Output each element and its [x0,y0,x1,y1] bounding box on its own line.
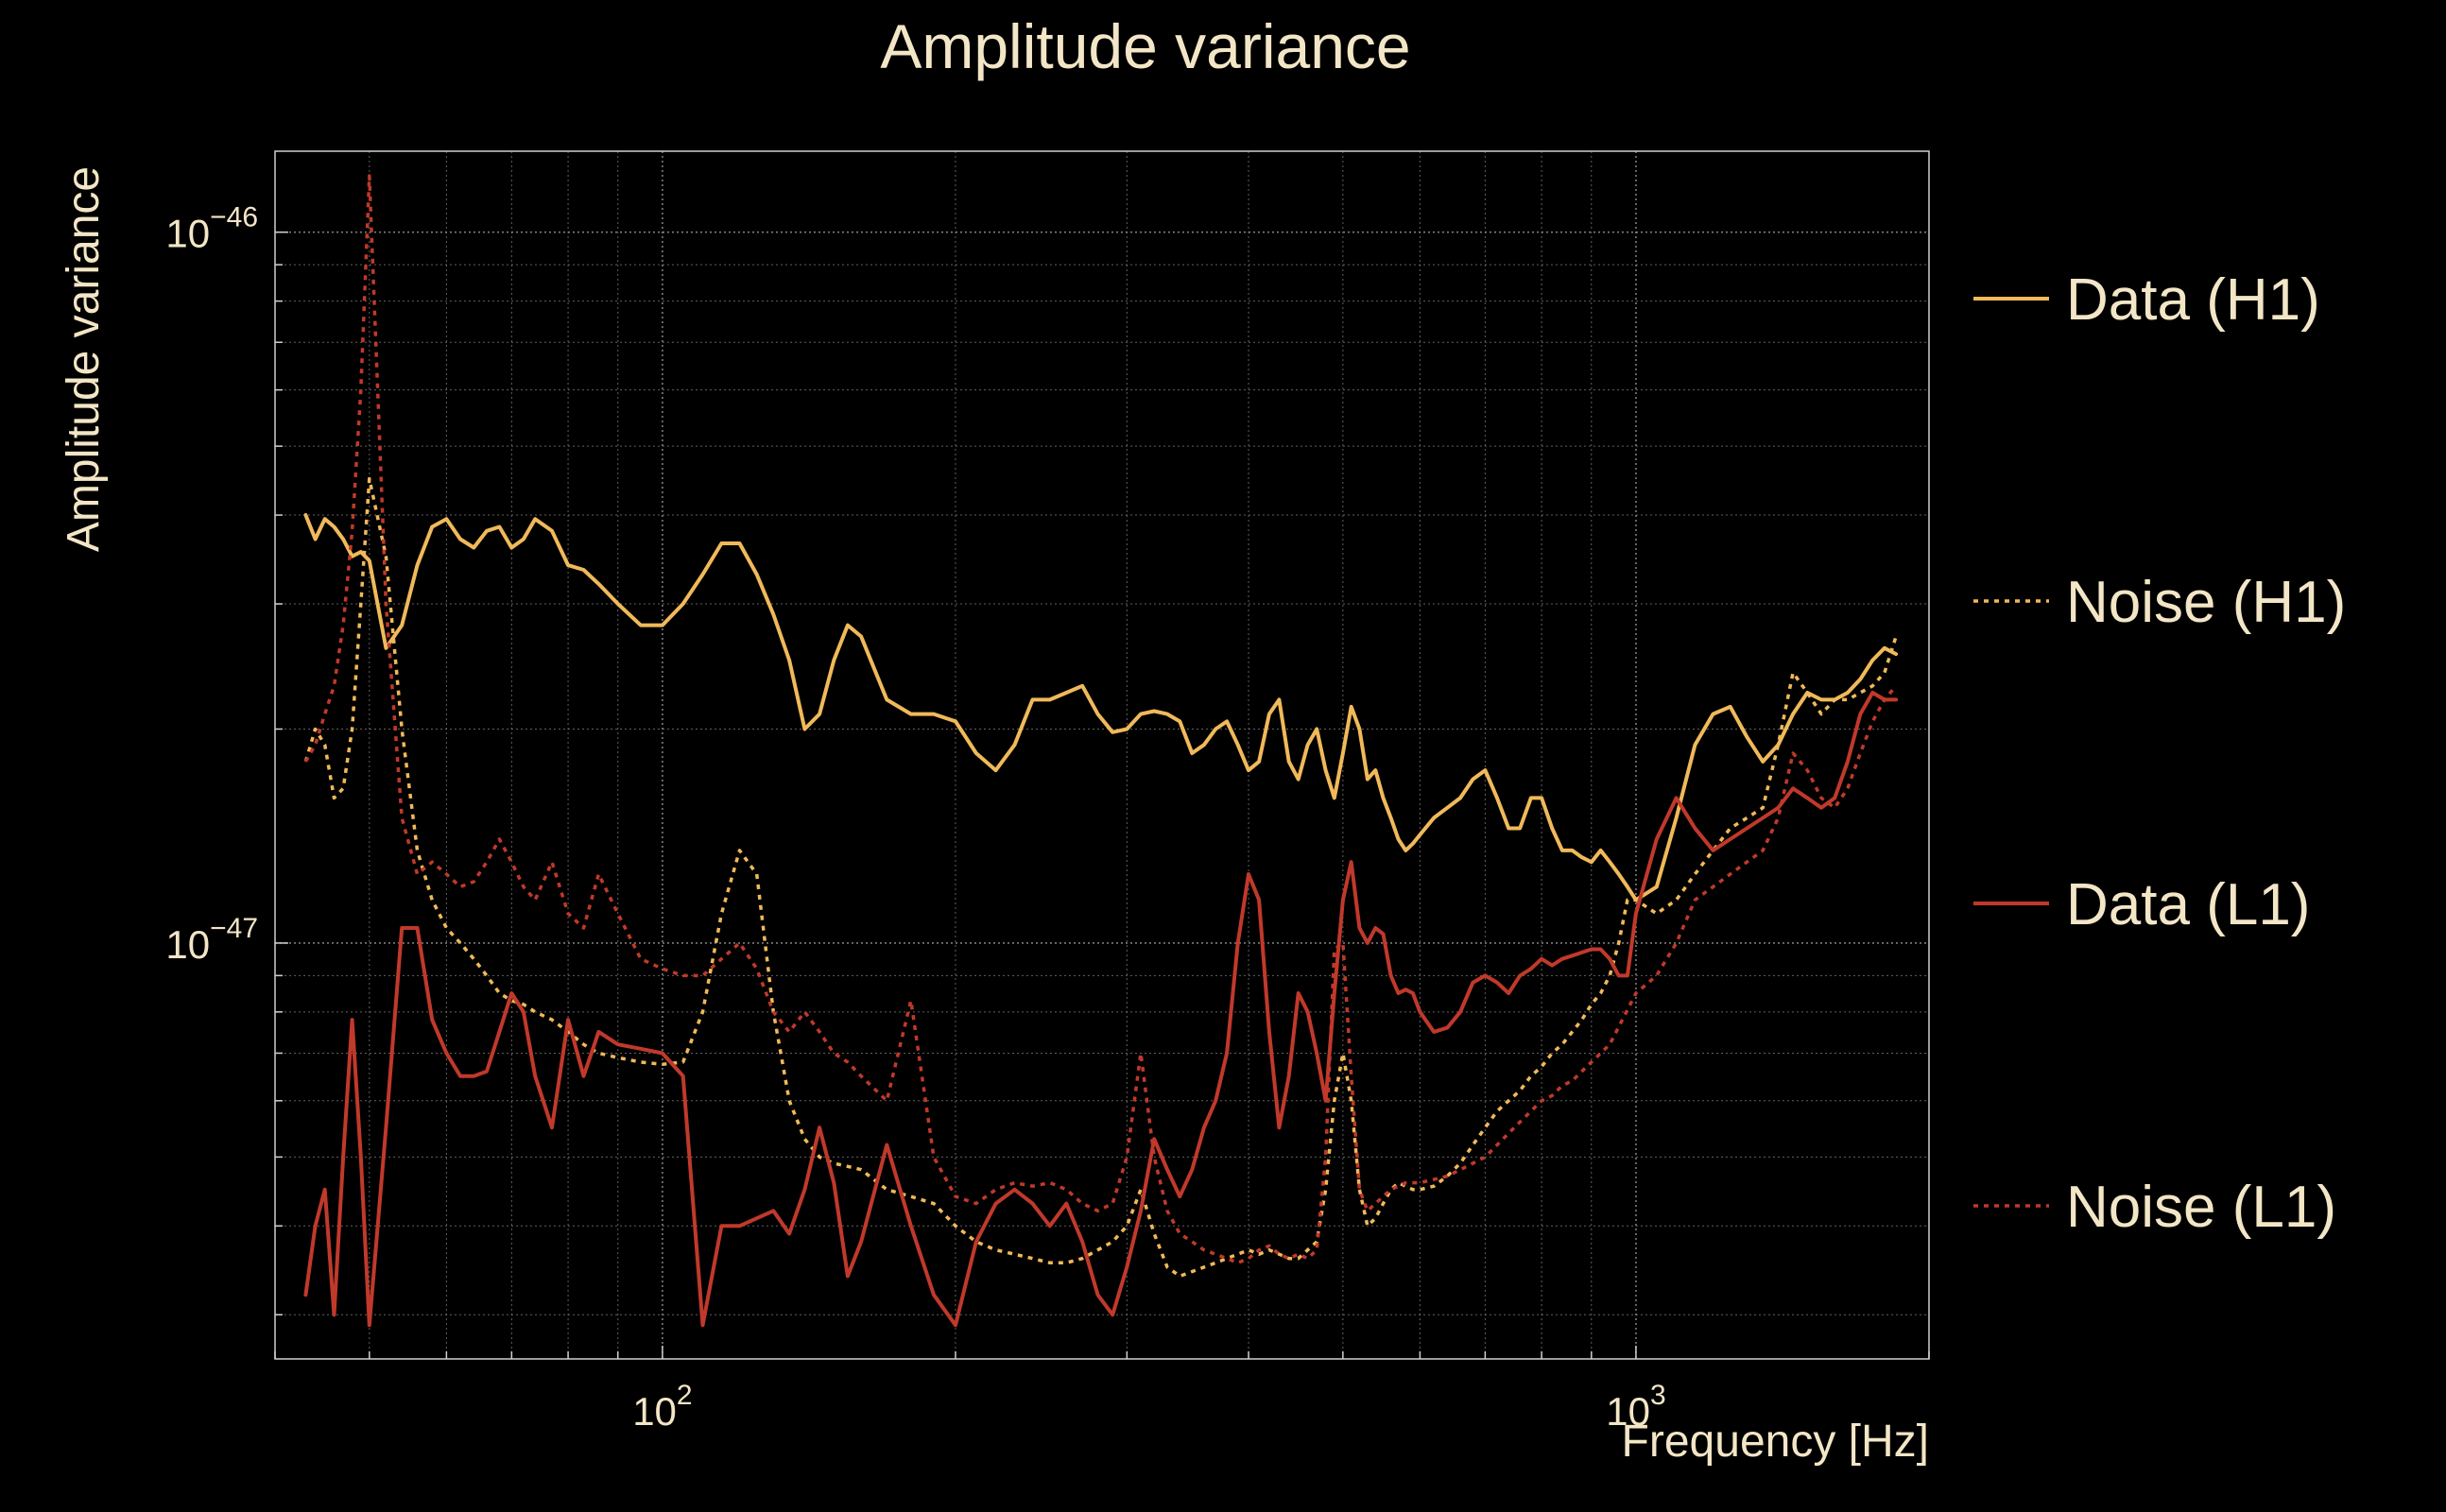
chart-title: Amplitude variance [880,11,1410,81]
series-line-data-h1 [303,513,1899,902]
axis-ticks [274,231,1930,1359]
legend: Data (H1) Noise (H1) Data (L1) Noise (L1) [1973,267,2346,1240]
x-tick-label-base: 10 [1606,1389,1650,1434]
legend-label: Data (L1) [2066,872,2310,937]
x-tick-label-base: 10 [632,1389,677,1434]
y-tick-label: 10−46 [165,202,258,256]
series-line-noise-h1 [303,476,1898,1279]
series-layer [303,174,1899,1328]
x-tick-label-exponent: 3 [1650,1380,1666,1411]
grid-minor [274,151,1930,1359]
x-tick-label: 103 [1606,1380,1665,1434]
legend-label: Data (H1) [2066,267,2320,333]
y-tick-label-exponent: −46 [210,202,258,233]
x-tick-label-exponent: 2 [677,1380,693,1411]
legend-label: Noise (L1) [2066,1175,2336,1240]
legend-label: Noise (H1) [2066,570,2346,635]
plot-frame [274,150,1930,1360]
y-tick-label-base: 10 [165,212,210,256]
y-tick-label: 10−47 [165,913,258,967]
x-tick-label: 102 [632,1380,692,1434]
series-line-data-l1 [303,691,1899,1328]
y-tick-label-exponent: −47 [210,913,258,944]
grid-major [275,151,1929,1359]
y-axis-label: Amplitude variance [59,166,109,552]
x-axis-label: Frequency [Hz] [1622,1417,1929,1467]
y-tick-label-base: 10 [165,922,210,967]
